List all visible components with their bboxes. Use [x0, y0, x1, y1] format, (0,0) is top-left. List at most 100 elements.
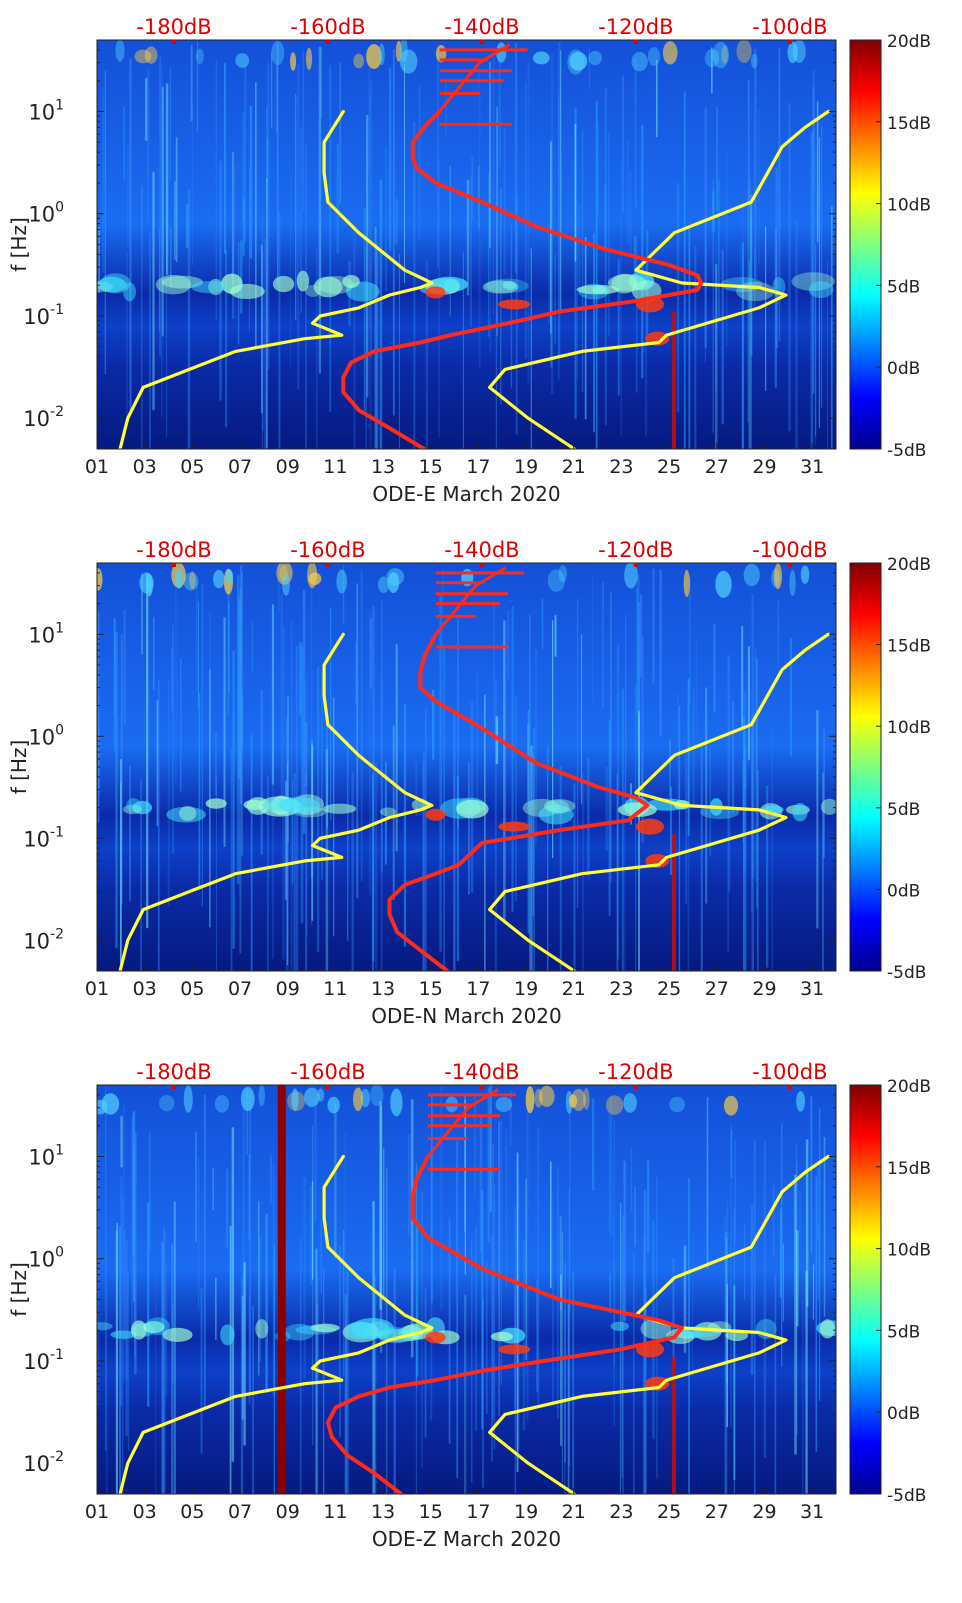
psd-curve [325, 1154, 684, 1494]
high-frequency-patch [214, 1095, 230, 1113]
spectrogram-streak [473, 1096, 477, 1195]
x-tick-label: 23 [609, 1501, 633, 1523]
spectrogram-streak [381, 599, 383, 872]
spectrogram-streak [295, 646, 299, 971]
spectrogram-streak [747, 80, 750, 203]
spectrogram-streak [326, 715, 329, 829]
hot-spot [636, 818, 665, 835]
spectrogram-streak [330, 608, 332, 820]
spectrogram-streak [643, 1309, 646, 1494]
spectrogram-streak [655, 1176, 658, 1479]
spectrogram-streak [733, 1285, 736, 1481]
spectrogram-streak [704, 108, 707, 348]
spectrogram-streak [173, 1201, 176, 1494]
spectrogram-streak [277, 43, 279, 286]
high-frequency-patch [378, 43, 385, 66]
psd-curve [387, 632, 650, 971]
high-frequency-patch [183, 572, 199, 591]
high-frequency-patch [647, 47, 661, 66]
spectrogram-streak [484, 694, 486, 971]
high-frequency-patch [175, 569, 183, 589]
spectrogram-streak [231, 1127, 235, 1462]
colorbar-tick-label: 10dB [887, 1241, 931, 1261]
spectrogram-streak [320, 1219, 323, 1294]
x-tick-label: 17 [466, 978, 490, 1000]
microseism-patch [456, 799, 489, 819]
x-tick-label: 19 [514, 1501, 538, 1523]
high-frequency-patch [538, 1085, 555, 1107]
spectrogram-streak [724, 1215, 726, 1494]
microseism-patch [313, 276, 343, 298]
y-tick-label: 10-1 [23, 302, 64, 329]
spectrogram-streak [794, 1174, 797, 1455]
high-frequency-patch [307, 563, 318, 589]
spectrogram-streak [714, 264, 718, 449]
spectrogram-streak [621, 75, 625, 213]
high-frequency-patch [353, 1087, 364, 1112]
spectrogram-streak [144, 78, 148, 141]
spectrogram-streak [197, 1157, 200, 1311]
x-tick-label: 13 [371, 978, 395, 1000]
spectrogram-streak [688, 1177, 690, 1494]
spectrogram-streak [591, 577, 594, 703]
spectrogram-streak [515, 695, 517, 901]
hot-spot [498, 1344, 531, 1355]
top-axis-tick [479, 40, 484, 44]
spectrogram-streak [440, 680, 443, 861]
spectrogram-streak [730, 1124, 733, 1428]
spectrogram-streak [365, 209, 367, 449]
microseism-patch [246, 797, 270, 815]
spectrogram-streak [479, 1114, 483, 1252]
spectrogram-streak [132, 1111, 136, 1256]
x-tick-label: 01 [85, 978, 109, 1000]
high-frequency-patch [353, 53, 365, 69]
spectrogram-streak [134, 1132, 137, 1375]
spectrogram-streak [194, 1131, 197, 1243]
spectrogram-streak [175, 137, 178, 263]
spectrogram-streak [609, 1273, 612, 1314]
x-tick-label: 29 [752, 456, 776, 478]
spectrogram-streak [771, 727, 774, 971]
spectrogram-streak [550, 141, 553, 368]
spectrogram-streak [232, 195, 234, 319]
spectrogram-streak [560, 50, 562, 314]
spectrogram-streak [388, 67, 392, 252]
spectrogram-streak [302, 51, 305, 211]
spectrogram-streak [823, 1137, 826, 1317]
spectrogram-streak [574, 107, 577, 420]
top-axis-label: -120dB [598, 1060, 673, 1084]
spectrogram-streak [750, 1205, 754, 1375]
spectrogram-streak [608, 1110, 610, 1231]
spectrogram-streak [126, 145, 129, 248]
spectrogram-streak [176, 661, 178, 726]
top-axis-tick [171, 1085, 176, 1089]
x-axis-label: ODE-Z March 2020 [372, 1527, 561, 1551]
spectrogram-streak [169, 226, 172, 289]
spectrogram-streak [457, 618, 459, 828]
x-tick-label: 03 [133, 978, 157, 1000]
spectrogram-streak [163, 1227, 166, 1494]
y-tick-exponent: -2 [50, 404, 64, 420]
spectrogram-streak [741, 242, 745, 449]
spectrogram-streak [643, 1190, 647, 1346]
spectrogram-streak [588, 47, 590, 91]
microseism-patch [820, 798, 836, 815]
spectrogram-streak [198, 693, 201, 890]
x-tick-label: 25 [657, 978, 681, 1000]
spectrogram-streak [195, 582, 198, 693]
spectrogram-streak [271, 604, 275, 785]
spectrogram-streak [621, 688, 624, 971]
spectrogram-streak [423, 753, 425, 971]
spectrogram-streak [278, 210, 281, 449]
spectrogram-streak [442, 567, 444, 669]
spectrogram-streak [823, 728, 825, 858]
spectrogram-streak [171, 624, 175, 855]
spectrogram-streak [347, 739, 349, 941]
high-frequency-patch [568, 1094, 578, 1108]
spectrogram-streak [635, 587, 639, 715]
y-tick-base: 10 [28, 623, 55, 647]
top-axis-tick [633, 1085, 638, 1089]
spectrogram-streak [241, 572, 243, 857]
spectrogram-streak [261, 209, 263, 449]
y-tick-base: 10 [23, 929, 50, 953]
